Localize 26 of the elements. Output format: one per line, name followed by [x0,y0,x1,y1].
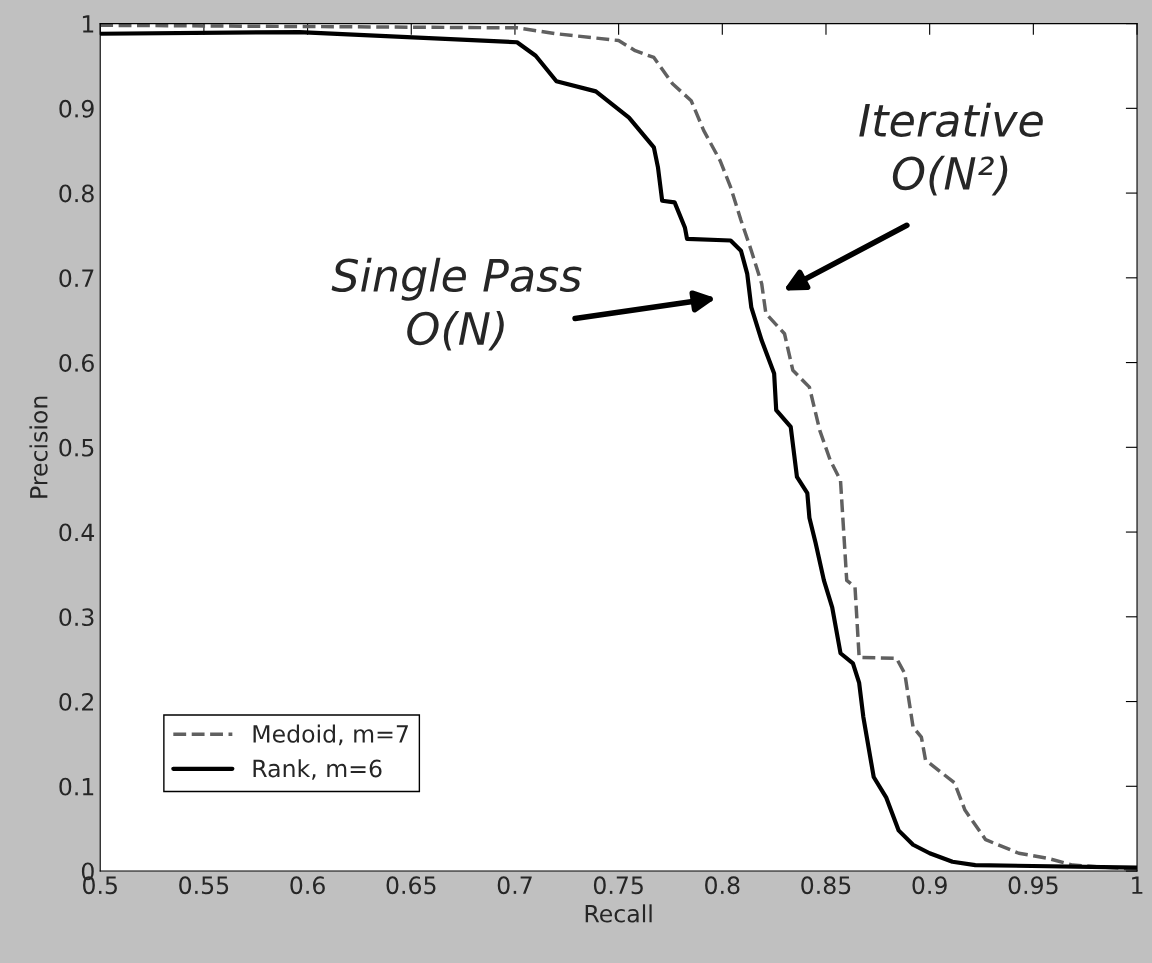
y-tick-label: 0.1 [59,777,94,796]
x-tick-label: 0.55 [179,876,229,895]
x-tick-label: 0.6 [290,876,325,895]
y-tick-label: 0.9 [59,99,94,118]
x-tick-label: 0.8 [705,876,740,895]
y-tick-label: 0.7 [59,269,94,288]
x-tick-label: 0.7 [497,876,532,895]
annotation: Iterative O(N²) [859,102,1043,196]
legend-label: Rank, m=6 [253,759,382,780]
y-tick-label: 0.5 [59,438,94,457]
y-tick-label: 1 [82,15,94,33]
y-tick-label: 0.6 [59,354,94,372]
y-tick-label: 0.4 [59,523,95,542]
y-tick-label: 0.8 [59,184,94,203]
x-axis-title: Recall [585,904,652,923]
y-tick-label: 0.3 [59,608,94,627]
y-tick-label: 0.2 [59,692,93,711]
x-tick-label: 0.65 [386,876,436,895]
x-tick-label: 0.85 [801,876,851,895]
y-axis-title: Precision [29,396,48,498]
x-tick-label: 0.75 [593,876,643,895]
x-tick-label: 1 [1132,876,1143,894]
annotation: Single Pass O(N) [331,257,582,351]
legend-label: Medoid, m=7 [253,724,408,746]
x-tick-label: 0.95 [1008,876,1058,895]
x-tick-label: 0.9 [912,876,947,895]
